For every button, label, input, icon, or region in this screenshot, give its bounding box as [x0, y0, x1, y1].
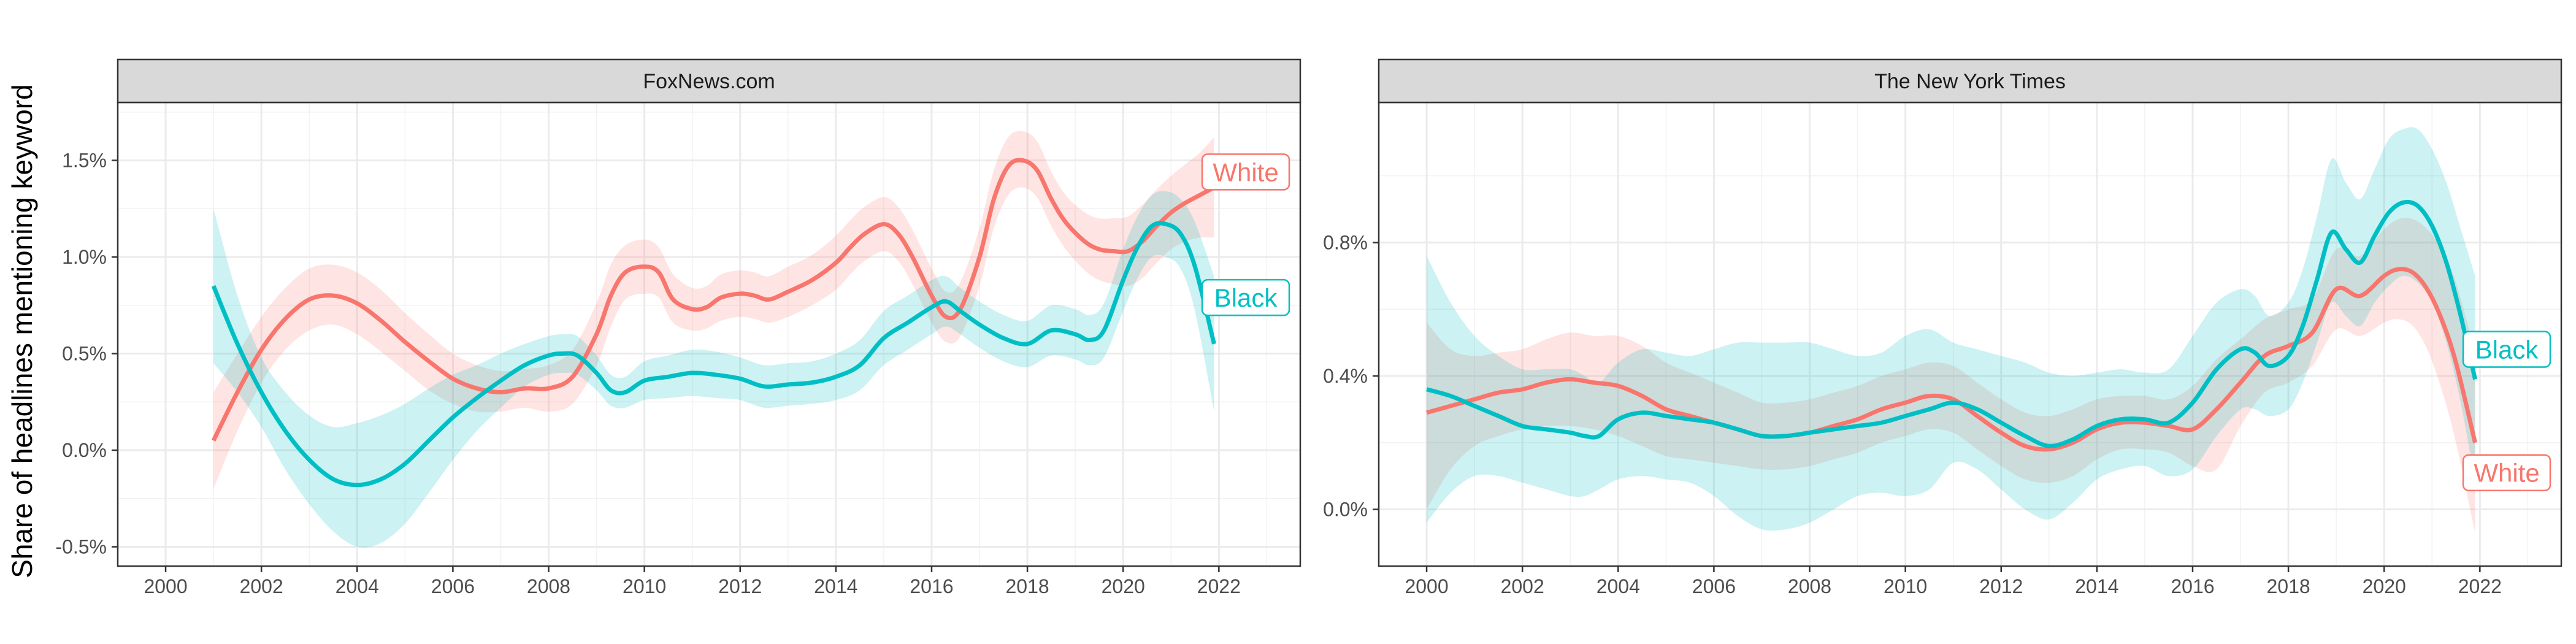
- confidence-band-black: [213, 191, 1214, 548]
- y-tick-label: 0.5%: [62, 343, 107, 365]
- x-tick-label: 2000: [1405, 575, 1448, 597]
- x-tick-label: 2012: [1979, 575, 2023, 597]
- series-line-white: [211, 158, 1216, 442]
- series-line-black: [211, 221, 1216, 488]
- panel-foxnews: 2000 2002 2004 2006 2008 2010 2012 2014 2016 2018…: [55, 58, 1301, 597]
- x-tick-label: 2020: [1102, 575, 1145, 597]
- end-label-text: Black: [2475, 335, 2539, 364]
- x-tick-label: 2002: [240, 575, 283, 597]
- end-label-box: [2462, 331, 2551, 368]
- x-tick-label: 2010: [623, 575, 666, 597]
- x-tick-label: 2012: [718, 575, 762, 597]
- x-tick-label: 2016: [910, 575, 953, 597]
- x-tick-label: 2006: [431, 575, 475, 597]
- x-tick-label: 2022: [1197, 575, 1241, 597]
- x-tick-label: 2016: [2171, 575, 2214, 597]
- end-label-box: [2462, 454, 2551, 491]
- end-label-box: [1201, 278, 1290, 316]
- end-label-text: White: [1213, 158, 1278, 186]
- confidence-band-white: [213, 131, 1214, 489]
- x-tick-label: 2014: [2075, 575, 2118, 597]
- x-tick-label: 2018: [1005, 575, 1049, 597]
- y-tick-label: 1.0%: [62, 246, 107, 268]
- facet-title: FoxNews.com: [643, 70, 775, 93]
- x-tick-label: 2020: [2363, 575, 2406, 597]
- x-tick-label: 2014: [814, 575, 857, 597]
- series-line-white: [1426, 267, 2477, 452]
- x-tick-label: 2010: [1884, 575, 1927, 597]
- end-label-black: Black: [2462, 331, 2551, 368]
- facet-strip: [117, 58, 1301, 104]
- x-tick-label: 2008: [527, 575, 570, 597]
- facet-title: The New York Times: [1874, 70, 2066, 93]
- end-label-black: Black: [1201, 278, 1290, 316]
- x-tick-label: 2000: [144, 575, 187, 597]
- end-label-text: Black: [1214, 283, 1278, 312]
- y-tick-label: 1.5%: [62, 150, 107, 172]
- y-tick-label: -0.5%: [55, 536, 107, 558]
- x-tick-label: 2008: [1788, 575, 1831, 597]
- x-tick-label: 2004: [1597, 575, 1640, 597]
- x-tick-label: 2018: [2266, 575, 2310, 597]
- x-tick-label: 2006: [1692, 575, 1736, 597]
- plot-area: [1379, 102, 2561, 566]
- end-label-white: White: [1201, 153, 1290, 191]
- facet-strip: [1378, 58, 2563, 104]
- y-tick-label: 0.0%: [1323, 499, 1368, 521]
- y-axis-label: Share of headlines mentioning keyword: [6, 84, 38, 578]
- x-tick-label: 2002: [1501, 575, 1544, 597]
- end-label-box: [1201, 153, 1290, 191]
- y-tick-label: 0.0%: [62, 439, 107, 461]
- panel-nytimes: 2000 2002 2004 2006 2008 2010 2012 2014 2016 2018…: [1323, 58, 2563, 597]
- series-line-black: [1426, 199, 2477, 448]
- y-tick-label: 0.4%: [1323, 365, 1368, 387]
- end-label-white: White: [2462, 454, 2551, 491]
- y-tick-label: 0.8%: [1323, 231, 1368, 253]
- x-tick-label: 2004: [335, 575, 379, 597]
- confidence-band-black: [1427, 127, 2475, 531]
- x-tick-label: 2022: [2458, 575, 2502, 597]
- end-label-text: White: [2474, 459, 2539, 488]
- confidence-band-white: [1427, 218, 2475, 533]
